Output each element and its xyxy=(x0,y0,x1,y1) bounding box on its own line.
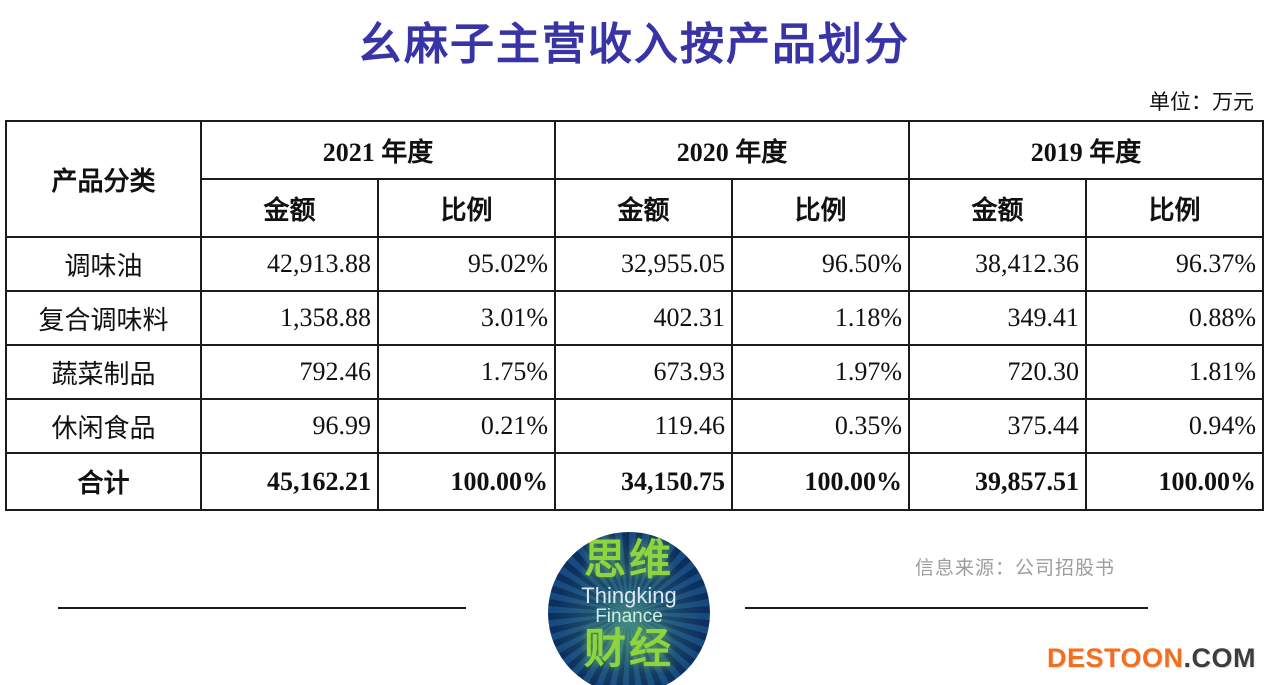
source-note: 信息来源：公司招股书 xyxy=(915,558,1116,579)
header-ratio-2020: 比例 xyxy=(731,178,911,238)
total-ratio-2021: 100.00% xyxy=(376,452,557,511)
ratio-2021: 1.75% xyxy=(376,344,557,400)
header-product-category: 产品分类 xyxy=(5,120,202,238)
unit-label: 单位：万元 xyxy=(1149,90,1254,114)
table-row: 复合调味料 1,358.88 3.01% 402.31 1.18% 349.41… xyxy=(5,290,1265,346)
revenue-by-product-table: 产品分类 2021 年度 2020 年度 2019 年度 金额 比例 金额 比例… xyxy=(5,120,1265,511)
header-amount-2020: 金额 xyxy=(554,178,734,238)
amount-2021: 1,358.88 xyxy=(200,290,379,346)
footer-divider-right xyxy=(745,607,1148,609)
destoon-wordmark-name: DESTOON xyxy=(1046,643,1184,673)
table-header-row-metrics: 金额 比例 金额 比例 金额 比例 xyxy=(6,178,1265,238)
table-header: 产品分类 2021 年度 2020 年度 2019 年度 金额 比例 金额 比例… xyxy=(5,120,1265,238)
total-ratio-2020: 100.00% xyxy=(731,452,911,511)
ratio-2021: 95.02% xyxy=(376,236,557,292)
logo-text-en-line1: Thingking xyxy=(581,583,677,608)
product-name: 休闲食品 xyxy=(5,398,202,454)
total-amount-2020: 34,150.75 xyxy=(554,452,734,511)
ratio-2021: 3.01% xyxy=(376,290,557,346)
logo-text-cjk-bottom: 财经 xyxy=(583,627,674,674)
amount-2020: 673.93 xyxy=(554,344,734,400)
header-amount-2019: 金额 xyxy=(908,178,1088,238)
amount-2019: 38,412.36 xyxy=(908,236,1088,292)
amount-2019: 375.44 xyxy=(908,398,1088,454)
destoon-wordmark: DESTOON.COM xyxy=(1047,643,1256,674)
table-header-row-years: 产品分类 2021 年度 2020 年度 2019 年度 xyxy=(5,120,1265,238)
header-year-2020: 2020 年度 xyxy=(554,120,911,180)
ratio-2021: 0.21% xyxy=(376,398,557,454)
amount-2020: 32,955.05 xyxy=(554,236,734,292)
ratio-2019: 96.37% xyxy=(1085,236,1265,292)
table-body: 调味油 42,913.88 95.02% 32,955.05 96.50% 38… xyxy=(5,236,1265,511)
header-amount-2021: 金额 xyxy=(200,178,379,238)
ratio-2019: 0.94% xyxy=(1085,398,1265,454)
amount-2021: 792.46 xyxy=(200,344,379,400)
table-total-row: 合计 45,162.21 100.00% 34,150.75 100.00% 3… xyxy=(5,452,1265,511)
logo-text-cjk-top: 思维 xyxy=(583,538,674,584)
table-row: 调味油 42,913.88 95.02% 32,955.05 96.50% 38… xyxy=(5,236,1265,292)
product-name: 复合调味料 xyxy=(5,290,202,346)
table-row: 休闲食品 96.99 0.21% 119.46 0.35% 375.44 0.9… xyxy=(5,398,1265,454)
amount-2019: 720.30 xyxy=(908,344,1088,400)
total-amount-2021: 45,162.21 xyxy=(200,452,379,511)
ratio-2020: 1.97% xyxy=(731,344,911,400)
product-name: 蔬菜制品 xyxy=(5,344,202,400)
total-label: 合计 xyxy=(5,452,202,511)
total-amount-2019: 39,857.51 xyxy=(908,452,1088,511)
ratio-2019: 1.81% xyxy=(1085,344,1265,400)
destoon-wordmark-suffix: .COM xyxy=(1183,643,1256,673)
table-row: 蔬菜制品 792.46 1.75% 673.93 1.97% 720.30 1.… xyxy=(5,344,1265,400)
ratio-2020: 1.18% xyxy=(731,290,911,346)
amount-2021: 42,913.88 xyxy=(200,236,379,292)
ratio-2019: 0.88% xyxy=(1085,290,1265,346)
footer-divider-left xyxy=(58,607,466,609)
total-ratio-2019: 100.00% xyxy=(1085,452,1265,511)
logo-text-en-line2: Finance xyxy=(595,606,663,628)
amount-2020: 119.46 xyxy=(554,398,734,454)
header-year-2019: 2019 年度 xyxy=(908,120,1265,180)
product-name: 调味油 xyxy=(5,236,202,292)
ratio-2020: 0.35% xyxy=(731,398,911,454)
page-title: 幺麻子主营收入按产品划分 xyxy=(358,20,910,69)
amount-2020: 402.31 xyxy=(554,290,734,346)
amount-2021: 96.99 xyxy=(200,398,379,454)
amount-2019: 349.41 xyxy=(908,290,1088,346)
header-ratio-2021: 比例 xyxy=(376,178,557,238)
header-year-2021: 2021 年度 xyxy=(199,120,557,180)
ratio-2020: 96.50% xyxy=(731,236,911,292)
thingking-finance-logo: 思维 Thingking Finance 财经 xyxy=(548,532,710,685)
header-ratio-2019: 比例 xyxy=(1085,178,1265,238)
